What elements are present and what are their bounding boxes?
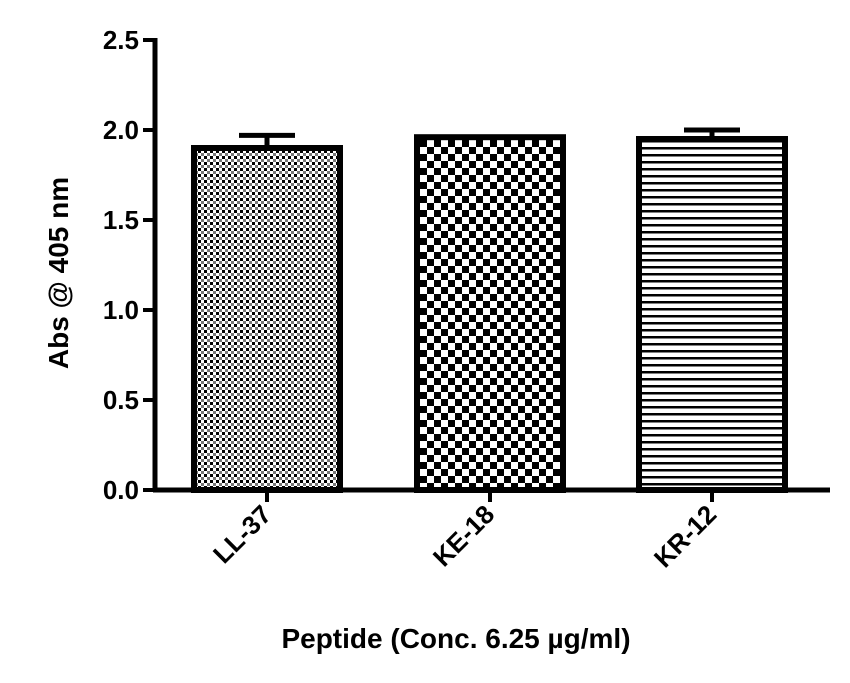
y-axis: 0.0 0.5 1.0 1.5 2.0 2.5 bbox=[103, 25, 158, 505]
y-axis-title: Abs @ 405 nm bbox=[43, 177, 74, 369]
x-tick-label-kr-12: KR-12 bbox=[648, 499, 722, 573]
y-tick-label: 0.5 bbox=[103, 385, 139, 415]
y-tick-label: 0.0 bbox=[103, 475, 139, 505]
error-bar-kr-12 bbox=[684, 127, 740, 139]
bar-ll-37 bbox=[191, 145, 343, 493]
x-tick-label-ke-18: KE-18 bbox=[427, 499, 500, 572]
x-tick-label-ll-37: LL-37 bbox=[207, 499, 277, 569]
x-axis: LL-37 KE-18 KR-12 bbox=[153, 487, 830, 573]
y-tick-label: 1.5 bbox=[103, 205, 139, 235]
bar-kr-12 bbox=[636, 136, 788, 493]
y-tick-label: 2.5 bbox=[103, 25, 139, 55]
bar-ke-18 bbox=[414, 134, 566, 493]
bars-group bbox=[191, 134, 788, 493]
y-tick-label: 1.0 bbox=[103, 295, 139, 325]
y-tick-label: 2.0 bbox=[103, 115, 139, 145]
x-axis-title: Peptide (Conc. 6.25 µg/ml) bbox=[281, 623, 630, 654]
error-bar-ll-37 bbox=[239, 132, 295, 148]
error-bars-group bbox=[239, 127, 740, 148]
